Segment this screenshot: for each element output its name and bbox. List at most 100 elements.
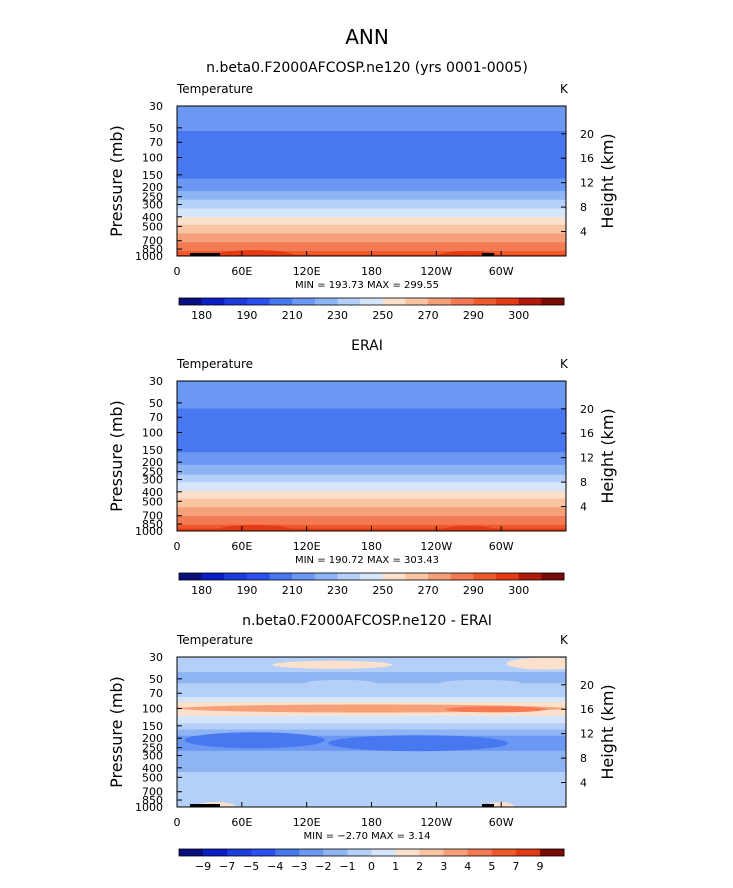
contour-band <box>177 458 566 461</box>
contour-band <box>177 755 566 758</box>
contour-band <box>177 690 566 693</box>
contour-band <box>177 403 566 406</box>
colorbar-label: 230 <box>327 309 348 322</box>
contour-band <box>177 719 566 722</box>
colorbar-swatch <box>419 849 445 856</box>
y-tick-label: 200 <box>142 732 163 745</box>
contour-band <box>177 116 566 118</box>
contour-band <box>177 689 566 692</box>
colorbar-label: 4 <box>464 860 471 873</box>
contour-band <box>177 684 566 687</box>
contour-band <box>177 714 566 717</box>
contour-band <box>177 402 566 405</box>
y-tick-label: 50 <box>149 397 163 410</box>
diff-cool-patch <box>305 679 376 686</box>
colorbar-swatch <box>473 298 497 305</box>
contour-band <box>177 668 566 671</box>
y-tick-label: 250 <box>142 191 163 204</box>
contour-band <box>177 513 566 516</box>
contour-band <box>177 163 566 166</box>
colorbar-swatch <box>292 298 316 305</box>
x-tick-label: 120W <box>420 265 452 278</box>
contour-band <box>177 698 566 701</box>
contour-band <box>177 383 566 386</box>
contour-band <box>177 216 566 218</box>
contour-band <box>177 438 566 441</box>
y2-axis-label: Height (km) <box>598 684 617 779</box>
contour-band <box>177 222 566 225</box>
surface-warm-region <box>214 525 295 531</box>
contour-band <box>177 732 566 734</box>
colorbar-label: 270 <box>418 584 439 597</box>
contour-band <box>177 519 566 522</box>
contour-band <box>177 214 566 217</box>
contour-band <box>177 466 566 468</box>
colorbar-label: 190 <box>236 584 257 597</box>
contour-band <box>177 211 566 213</box>
contour-band <box>177 404 566 407</box>
y-tick-label: 70 <box>149 136 163 149</box>
contour-band <box>177 754 566 757</box>
colorbar-swatch <box>269 573 293 580</box>
y-tick-label: 200 <box>142 456 163 469</box>
contour-band <box>177 669 566 672</box>
contour-band <box>177 660 566 663</box>
contour-band <box>177 463 566 466</box>
y-tick-label: 250 <box>142 742 163 755</box>
colorbar-swatch <box>496 573 520 580</box>
colorbar-swatch <box>450 298 474 305</box>
contour-band <box>177 129 566 132</box>
diff-warm-patch <box>506 657 566 670</box>
units-label: K <box>560 357 569 371</box>
contour-band <box>177 772 566 774</box>
contour-band <box>177 462 566 465</box>
contour-band <box>177 456 566 458</box>
contour-band <box>177 797 566 799</box>
contour-band <box>177 694 566 697</box>
contour-band <box>177 132 566 135</box>
contour-band <box>177 489 566 492</box>
colorbar-swatch <box>371 849 396 856</box>
contour-band <box>177 693 566 696</box>
panel-title: n.beta0.F2000AFCOSP.ne120 (yrs 0001-0005… <box>206 60 528 76</box>
contour-band <box>177 217 566 220</box>
contour-band <box>177 244 566 247</box>
contour-band <box>177 227 566 230</box>
contour-band <box>177 453 566 456</box>
contour-band <box>177 157 566 160</box>
colorbar-swatch <box>428 573 452 580</box>
contour-band <box>177 509 566 512</box>
contour-band <box>177 202 566 205</box>
contour-band <box>177 232 566 235</box>
contour-band <box>177 149 566 152</box>
contour-band <box>177 162 566 165</box>
contour-band <box>177 133 566 136</box>
contour-band <box>177 670 566 673</box>
y-tick-label: 500 <box>142 220 163 233</box>
panel-1: n.beta0.F2000AFCOSP.ne120 (yrs 0001-0005… <box>107 60 617 322</box>
contour-band <box>177 108 566 111</box>
contour-band <box>177 471 566 473</box>
x-tick-label: 120E <box>293 265 321 278</box>
contour-band <box>177 523 566 526</box>
contour-band <box>177 728 566 731</box>
y-axis-label: Pressure (mb) <box>107 400 126 512</box>
y-tick-label: 850 <box>142 794 163 807</box>
x-tick-label: 60W <box>489 816 514 829</box>
colorbar-label: 290 <box>463 584 484 597</box>
contour-band <box>177 795 566 798</box>
colorbar-swatch <box>541 298 565 305</box>
contour-band <box>177 673 566 676</box>
contour-band <box>177 131 566 133</box>
contour-band <box>177 697 566 699</box>
y-tick-label: 30 <box>149 375 163 388</box>
contour-band <box>177 799 566 802</box>
contour-band <box>177 441 566 443</box>
y-tick-label: 300 <box>142 749 163 762</box>
colorbar-swatch <box>269 298 293 305</box>
colorbar-label: −9 <box>195 860 211 873</box>
contour-band <box>177 213 566 216</box>
contour-band <box>177 775 566 778</box>
colorbar-swatch <box>539 849 565 856</box>
y2-tick-label: 4 <box>580 226 587 239</box>
